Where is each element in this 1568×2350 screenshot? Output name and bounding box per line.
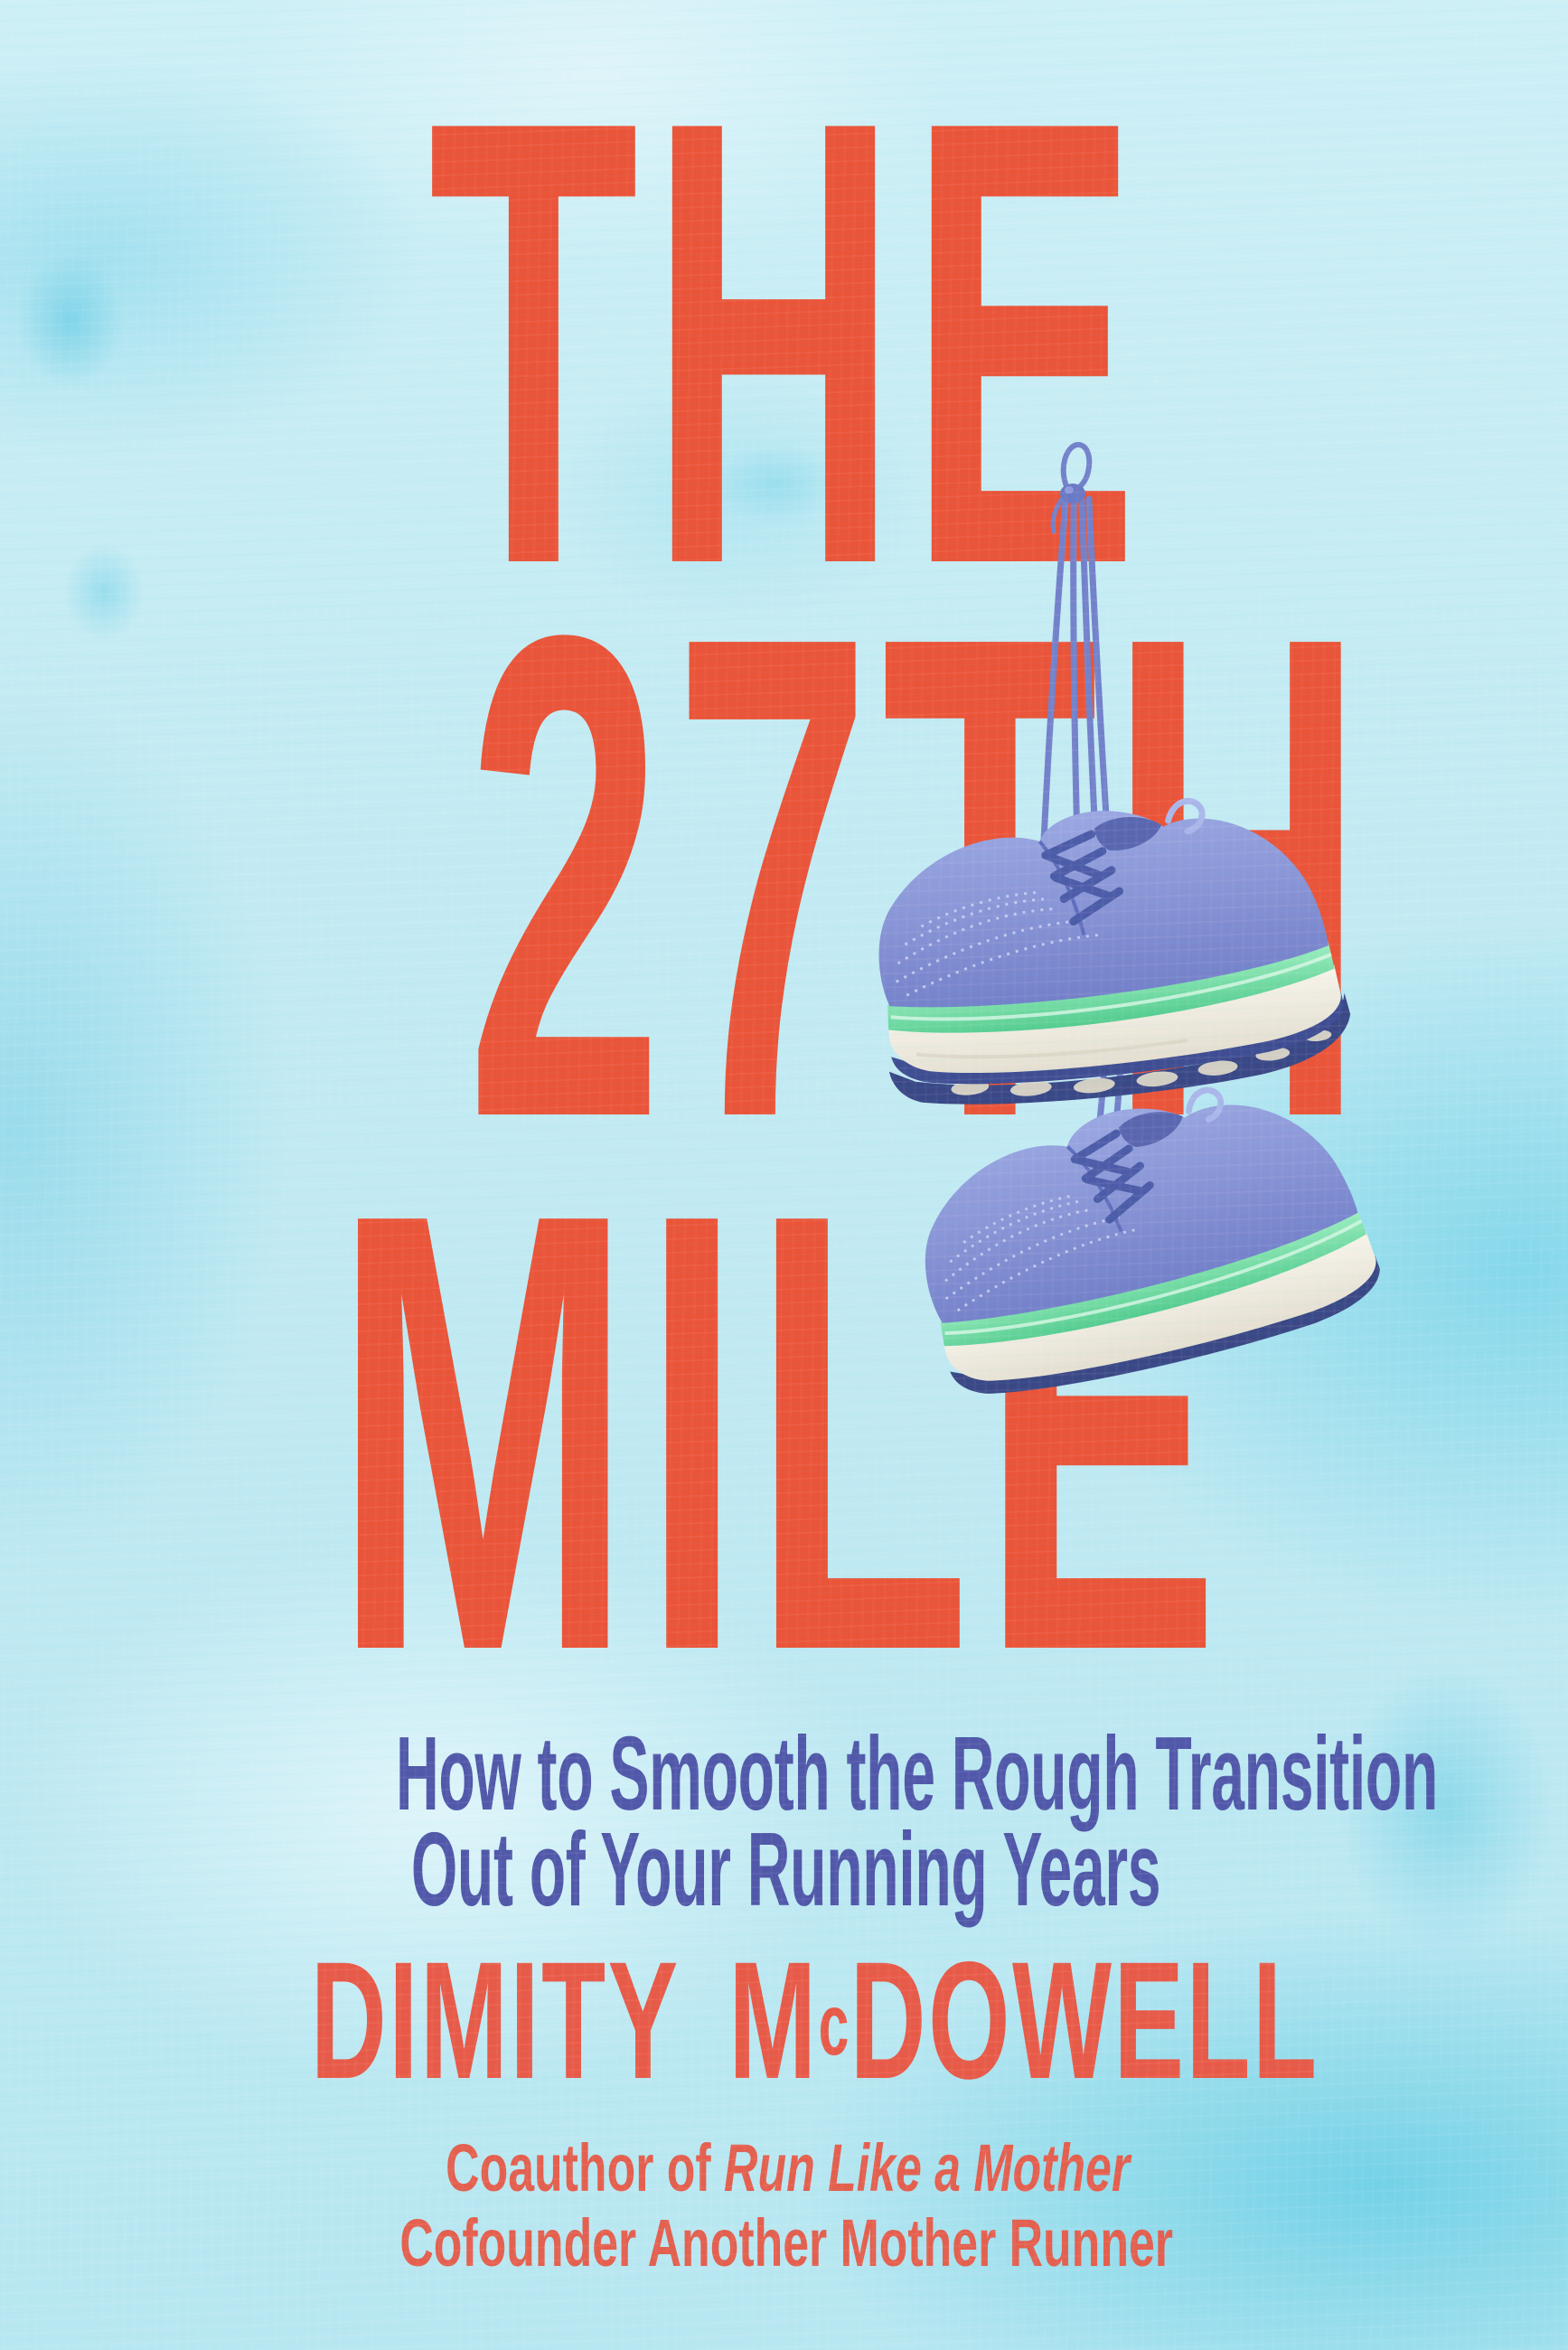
credit-line-1: Coauthor of Run Like a Mother bbox=[0, 2135, 1568, 2202]
title-line-mile: MILE bbox=[333, 1084, 1231, 1781]
credit-line-1-book-title: Run Like a Mother bbox=[723, 2130, 1130, 2205]
author-small-c: c bbox=[818, 1977, 850, 2074]
credit-line-1-prefix: Coauthor of bbox=[446, 2130, 724, 2205]
subtitle-line-2: Out of Your Running Years bbox=[410, 1810, 1161, 1928]
author-part-1: DIMITY M bbox=[310, 1928, 819, 2114]
author-name: DIMITY McDOWELL bbox=[0, 1938, 1568, 2105]
credit-line-2: Cofounder Another Mother Runner bbox=[399, 2205, 1174, 2280]
subtitle-line-1: How to Smooth the Rough Transition bbox=[395, 1715, 1439, 1832]
author-part-3: DOWELL bbox=[850, 1928, 1319, 2114]
title-line-the: THE bbox=[427, 0, 1150, 696]
